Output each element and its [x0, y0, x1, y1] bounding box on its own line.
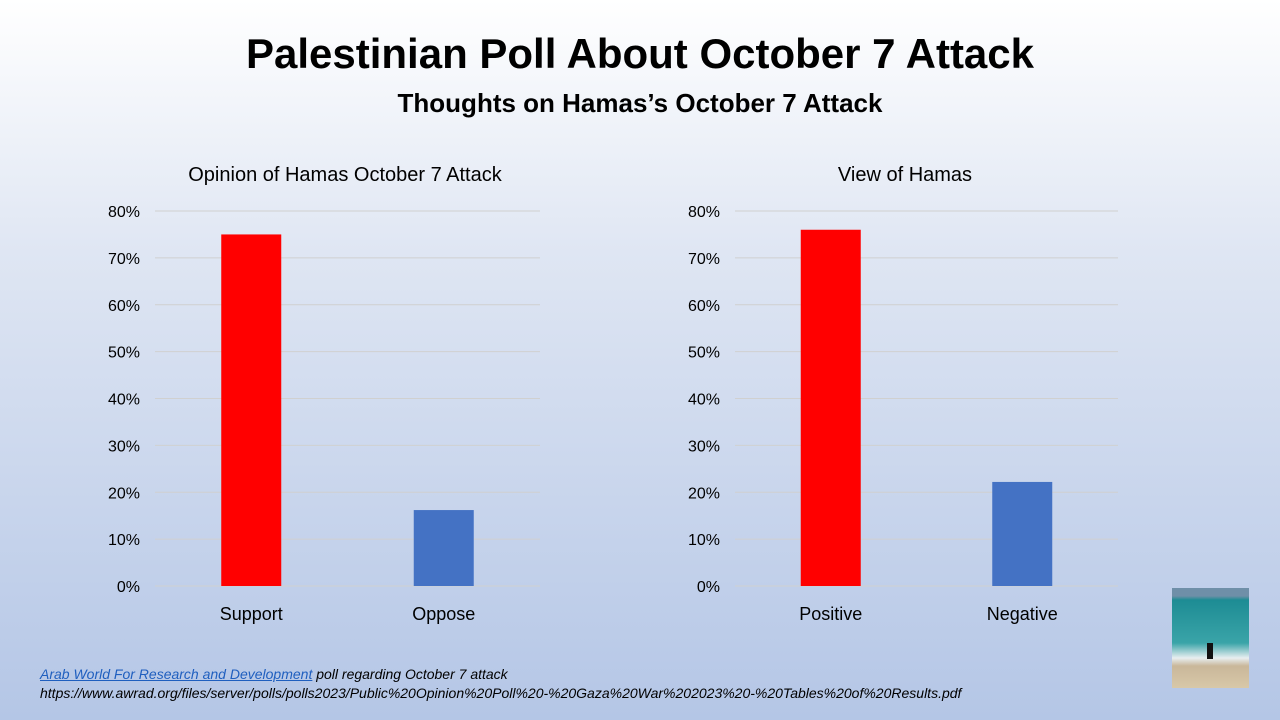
source-text: poll regarding October 7 attack: [312, 666, 508, 682]
y-tick-label: 30%: [108, 438, 140, 455]
x-tick-label: Support: [220, 604, 283, 624]
y-tick-label: 30%: [688, 438, 720, 455]
y-tick-label: 0%: [117, 579, 140, 596]
slide-subtitle: Thoughts on Hamas’s October 7 Attack: [397, 88, 883, 118]
y-tick-label: 10%: [108, 532, 140, 549]
person-figure: [1207, 643, 1213, 659]
bar-oppose: [413, 510, 474, 586]
chart-title: Opinion of Hamas October 7 Attack: [188, 164, 502, 186]
y-tick-label: 70%: [688, 251, 720, 268]
bar-positive: [800, 229, 861, 586]
y-tick-label: 60%: [108, 298, 140, 315]
source-link[interactable]: Arab World For Research and Development: [40, 666, 313, 682]
y-tick-label: 40%: [688, 392, 720, 409]
y-tick-label: 40%: [108, 392, 140, 409]
y-tick-label: 0%: [697, 579, 720, 596]
beach-thumbnail-image: [1172, 588, 1249, 688]
source-url: https://www.awrad.org/files/server/polls…: [40, 685, 962, 701]
y-tick-label: 80%: [108, 204, 140, 221]
x-tick-label: Positive: [799, 604, 862, 624]
y-tick-label: 80%: [688, 204, 720, 221]
source-line: Arab World For Research and Development …: [40, 666, 508, 682]
x-tick-label: Oppose: [412, 604, 475, 624]
y-tick-label: 10%: [688, 532, 720, 549]
y-tick-label: 50%: [688, 345, 720, 362]
slide-title: Palestinian Poll About October 7 Attack: [245, 30, 1035, 77]
y-tick-label: 20%: [108, 485, 140, 502]
y-tick-label: 50%: [108, 345, 140, 362]
y-tick-label: 70%: [108, 251, 140, 268]
bar-support: [221, 234, 282, 586]
bar-negative: [992, 481, 1053, 586]
x-tick-label: Negative: [987, 604, 1058, 624]
y-tick-label: 60%: [688, 298, 720, 315]
chart-title: View of Hamas: [838, 164, 972, 186]
y-tick-label: 20%: [688, 485, 720, 502]
